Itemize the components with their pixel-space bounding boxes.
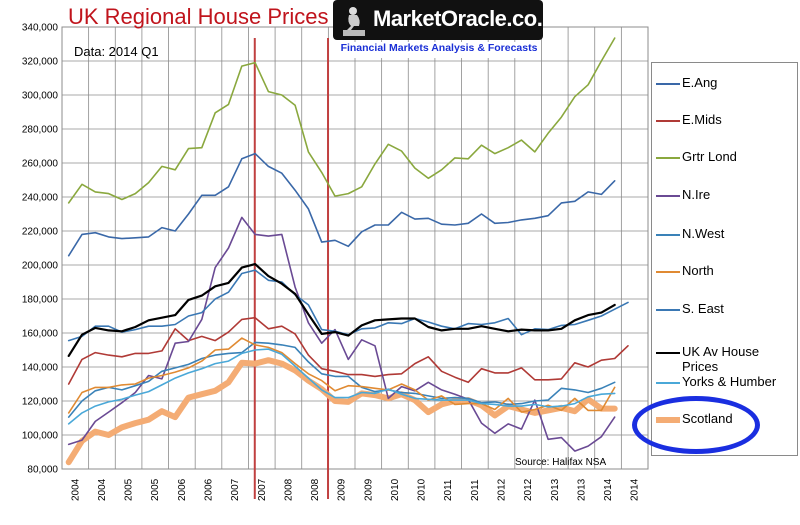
y-tick-label: 180,000 [22,295,59,306]
x-tick-label: 2014 [630,478,641,501]
legend-label: S. East [682,301,724,316]
series-line-n-west [67,341,616,418]
series-line-uk-av-house-prices [67,263,616,357]
series-lines [65,37,629,466]
x-tick-label: 2008 [310,478,321,501]
logo-name: MarketOracle.co.uk [373,6,567,31]
legend-item-s-east: S. East [656,297,796,327]
data-note: Data: 2014 Q1 [74,44,159,59]
legend-label: E.Mids [682,112,722,127]
x-tick-label: 2004 [97,478,108,501]
legend-item-uk-av-house-prices: UK Av House Prices [656,335,796,374]
x-tick-label: 2008 [283,478,294,501]
y-tick-label: 280,000 [22,125,59,136]
y-tick-label: 140,000 [22,363,59,374]
legend-item-e-ang: E.Ang [656,71,796,101]
legend-label: N.Ire [682,187,711,202]
x-tick-label: 2014 [603,478,614,501]
legend-swatch [656,157,680,159]
legend-swatch [656,120,680,122]
legend-item-n-ire: N.Ire [656,183,796,213]
y-tick-label: 120,000 [22,397,59,408]
x-tick-label: 2007 [257,478,268,501]
x-tick-label: 2010 [390,478,401,501]
y-tick-label: 160,000 [22,329,59,340]
x-tick-label: 2013 [576,478,587,501]
series-line-scotland [65,357,618,466]
legend-swatch [656,83,680,85]
chart-title: UK Regional House Prices [68,4,329,29]
legend-label: Grtr Lond [682,149,737,164]
series-line-e-mids [67,316,629,385]
y-tick-label: 240,000 [22,193,59,204]
y-tick-label: 80,000 [27,465,58,476]
marketoracle-logo[interactable]: MarketOracle.co.uk Financial Markets Ana… [333,0,567,58]
series-line-n-ire [67,216,616,452]
x-tick-label: 2011 [443,479,454,501]
legend: E.Ang E.Mids Grtr Lond N.Ire N.West North S. E… [651,62,798,456]
legend-swatch [656,195,680,197]
grid [61,26,649,470]
thinker-statue-icon [343,7,365,36]
highlight-circle [632,396,760,454]
legend-label: North [682,263,714,278]
logo-banner: MarketOracle.co.uk [333,0,567,40]
x-tick-label: 2004 [70,478,81,501]
y-tick-label: 340,000 [22,23,59,34]
legend-swatch [656,234,680,236]
series-line-grtr-lond [67,37,616,204]
series-line-yorks-humber [67,348,616,425]
x-tick-label: 2009 [337,478,348,501]
y-tick-label: 220,000 [22,227,59,238]
legend-label: UK Av House Prices [682,344,760,374]
legend-label: E.Ang [682,75,718,90]
legend-swatch [656,271,680,273]
x-tick-label: 2005 [124,478,135,501]
x-tick-label: 2007 [230,478,241,501]
source-note: Source: Halifax NSA [515,457,607,468]
legend-swatch [656,309,680,311]
x-tick-label: 2005 [150,478,161,501]
y-tick-label: 260,000 [22,159,59,170]
legend-swatch [656,352,680,354]
legend-item-north: North [656,259,796,289]
legend-item-n-west: N.West [656,222,796,252]
legend-label: Yorks & Humber [682,374,777,389]
y-tick-label: 200,000 [22,261,59,272]
y-axis: 80,000 100,000 120,000 140,000 160,000 180,00… [22,23,59,476]
event-lines [253,38,330,499]
x-tick-label: 2012 [523,478,534,501]
x-tick-label: 2006 [204,478,215,501]
y-tick-label: 300,000 [22,91,59,102]
series-line-e-ang [67,152,616,257]
x-tick-label: 2006 [177,478,188,501]
y-tick-label: 100,000 [22,431,59,442]
x-tick-label: 2013 [550,478,561,501]
legend-item-yorks-humber: Yorks & Humber [656,370,796,400]
x-tick-label: 2011 [470,479,481,501]
legend-item-grtr-lond: Grtr Lond [656,145,796,175]
legend-label: N.West [682,226,725,241]
x-tick-label: 2009 [363,478,374,501]
x-tick-label: 2010 [417,478,428,501]
x-tick-label: 2012 [497,478,508,501]
x-axis: 2004 2004 2005 2005 2006 2006 2007 2007 2008 2008… [70,478,640,501]
legend-swatch [656,382,680,384]
series-line-north [67,337,616,414]
legend-item-e-mids: E.Mids [656,108,796,138]
logo-tagline: Financial Markets Analysis & Forecasts [337,42,541,58]
y-tick-label: 320,000 [22,57,59,68]
